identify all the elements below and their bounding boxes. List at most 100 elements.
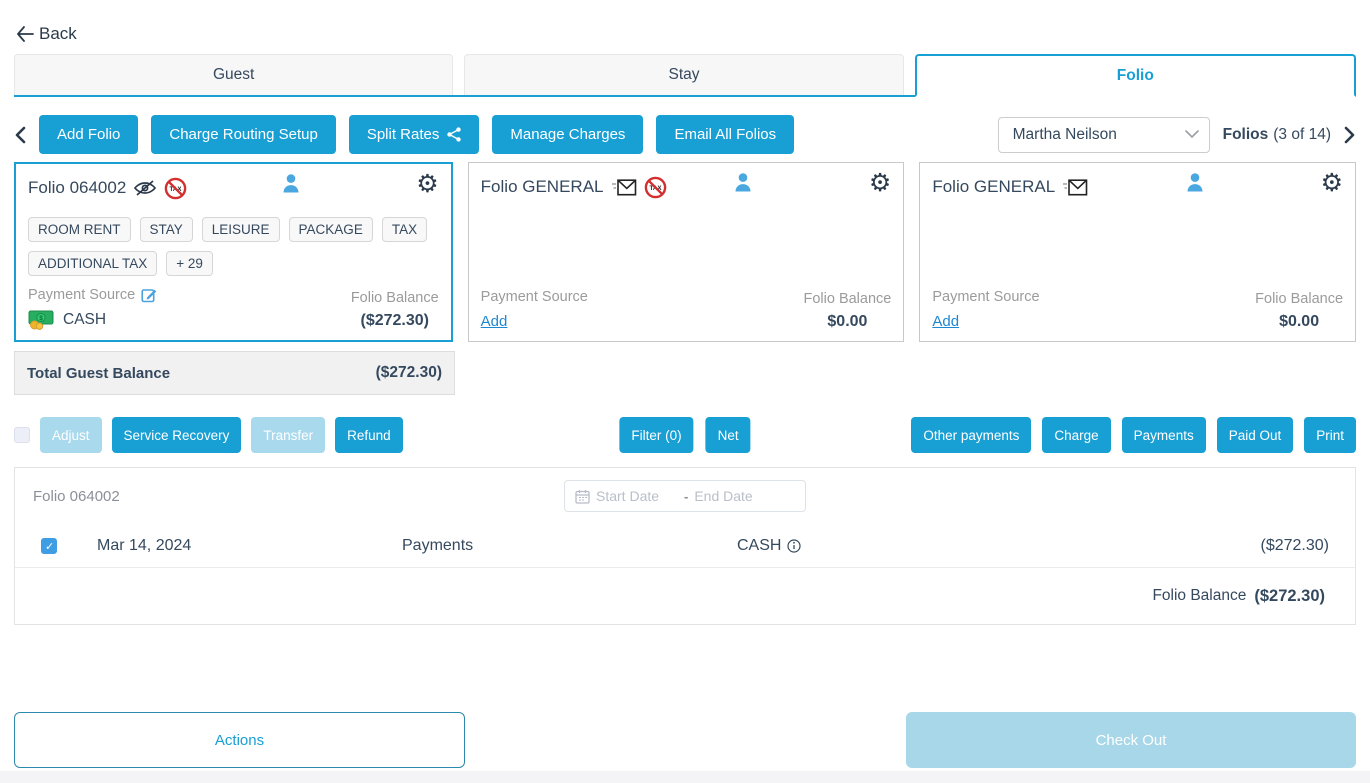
back-button[interactable]: Back [0,0,90,54]
transaction-method: CASH [737,537,802,555]
no-tax-icon: TAX [164,177,187,200]
right-actions: Other payments Charge Payments Paid Out … [911,417,1356,453]
chevron-down-icon [1184,130,1199,139]
folio-card-general-2[interactable]: Folio GENERAL ⚙ Payment Source Add Folio… [919,162,1357,342]
edit-icon[interactable] [141,287,157,303]
svg-text:$: $ [39,315,43,322]
folios-label: Folios [1222,125,1269,143]
folio-balance-label: Folio Balance [350,290,439,306]
gear-icon[interactable]: ⚙ [868,169,892,197]
add-payment-source-link[interactable]: Add [932,313,960,330]
paid-out-button[interactable]: Paid Out [1216,417,1294,453]
envelope-send-icon [1062,178,1088,196]
folio-balance-block: Folio Balance $0.00 [1255,291,1343,331]
add-folio-button[interactable]: Add Folio [39,115,139,154]
share-icon [447,127,462,142]
tag: ROOM RENT [28,217,131,242]
payment-source-block: Payment Source $ CASH [28,287,157,330]
add-payment-source-link[interactable]: Add [480,313,508,330]
table-folio-balance-label: Folio Balance [1152,587,1247,604]
tab-bar: Guest Stay Folio [14,54,1356,97]
folio-toolbar: Add Folio Charge Routing Setup Split Rat… [14,115,1356,154]
folio-title: Folio 064002 [28,178,127,197]
charge-button[interactable]: Charge [1042,417,1111,453]
person-icon[interactable] [1187,173,1203,192]
date-range-picker[interactable]: - [564,480,806,512]
payment-source-block: Payment Source Add [932,289,1039,331]
charge-code-tags: ROOM RENT STAY LEISURE PACKAGE TAX ADDIT… [28,217,439,276]
payment-source-value: CASH [63,310,107,328]
refund-button[interactable]: Refund [335,417,403,453]
folio-balance-block: Folio Balance ($272.30) [351,290,439,330]
split-rates-button[interactable]: Split Rates [348,115,480,154]
table-folio-title: Folio 064002 [33,487,120,505]
transaction-checkbox[interactable] [41,537,57,554]
folio-title: Folio GENERAL [480,177,604,196]
total-guest-balance: Total Guest Balance ($272.30) [14,351,455,395]
folio-balance-value: ($272.30) [360,312,429,329]
table-footer: Folio Balance ($272.30) [15,568,1355,624]
footer-bar: Actions Check Out [0,712,1370,770]
end-date-input[interactable] [694,488,777,504]
chevron-right-icon[interactable] [1344,126,1356,144]
tab-stay[interactable]: Stay [464,54,904,95]
center-actions: Filter (0) Net [619,417,751,453]
payments-button[interactable]: Payments [1121,417,1206,453]
chevron-left-icon[interactable] [14,126,26,144]
tab-guest[interactable]: Guest [14,54,454,95]
print-button[interactable]: Print [1304,417,1356,453]
eye-slash-icon [133,179,157,197]
table-folio-balance-value: ($272.30) [1254,586,1325,605]
transaction-date: Mar 14, 2024 [97,536,192,554]
guest-selector-dropdown[interactable]: Martha Neilson [997,116,1210,153]
transfer-button[interactable]: Transfer [251,417,326,453]
email-all-folios-button[interactable]: Email All Folios [656,115,795,154]
folio-cards: Folio 064002 TAX ⚙ ROOM RENT STAY LEISUR… [14,162,1357,342]
tab-folio[interactable]: Folio [914,54,1356,97]
back-arrow-icon [16,26,34,42]
filter-button[interactable]: Filter (0) [619,417,694,453]
manage-charges-button[interactable]: Manage Charges [492,115,644,154]
service-recovery-button[interactable]: Service Recovery [111,417,242,453]
check-out-button[interactable]: Check Out [906,712,1356,768]
date-separator: - [684,488,689,504]
transaction-type: Payments [402,536,474,554]
back-label: Back [39,24,77,43]
folio-card-064002[interactable]: Folio 064002 TAX ⚙ ROOM RENT STAY LEISUR… [14,162,453,342]
bottom-strip [0,771,1370,783]
actions-button[interactable]: Actions [14,712,465,768]
more-tags-badge[interactable]: + 29 [166,251,213,276]
calendar-icon [575,489,590,504]
cash-icon: $ [28,309,55,330]
gear-icon[interactable]: ⚙ [1320,169,1344,197]
transaction-action-bar: Adjust Service Recovery Transfer Refund … [14,417,1356,453]
payment-source-label: Payment Source [932,289,1040,305]
card-bottom: Payment Source Add Folio Balance $0.00 [481,289,892,331]
folio-balance-label: Folio Balance [803,291,892,307]
folio-balance-value: $0.00 [827,313,868,330]
total-guest-balance-label: Total Guest Balance [27,364,171,382]
person-icon[interactable] [283,174,299,193]
tag: ADDITIONAL TAX [28,251,158,276]
payment-source-label: Payment Source [28,287,136,303]
adjust-button[interactable]: Adjust [40,417,102,453]
start-date-input[interactable] [596,488,678,504]
tag: STAY [139,217,193,242]
card-bottom: Payment Source $ CASH Folio Balance [28,287,439,330]
net-button[interactable]: Net [705,417,751,453]
folio-balance-label: Folio Balance [1255,291,1344,307]
select-all-checkbox[interactable] [14,427,30,443]
card-header: Folio GENERAL ⚙ [932,169,1344,201]
tag: LEISURE [201,217,280,242]
other-payments-button[interactable]: Other payments [911,417,1032,453]
folio-card-general-1[interactable]: Folio GENERAL TAX ⚙ Payment Source Add [467,162,905,342]
charge-routing-setup-button[interactable]: Charge Routing Setup [151,115,336,154]
transaction-row[interactable]: Mar 14, 2024 Payments CASH ($272.30) [15,524,1355,568]
card-header: Folio GENERAL TAX ⚙ [480,169,892,201]
person-icon[interactable] [735,173,751,192]
gear-icon[interactable]: ⚙ [416,170,439,198]
info-icon[interactable] [787,538,802,553]
folios-count: (3 of 14) [1273,125,1331,143]
transactions-header: Folio 064002 - [15,468,1355,524]
